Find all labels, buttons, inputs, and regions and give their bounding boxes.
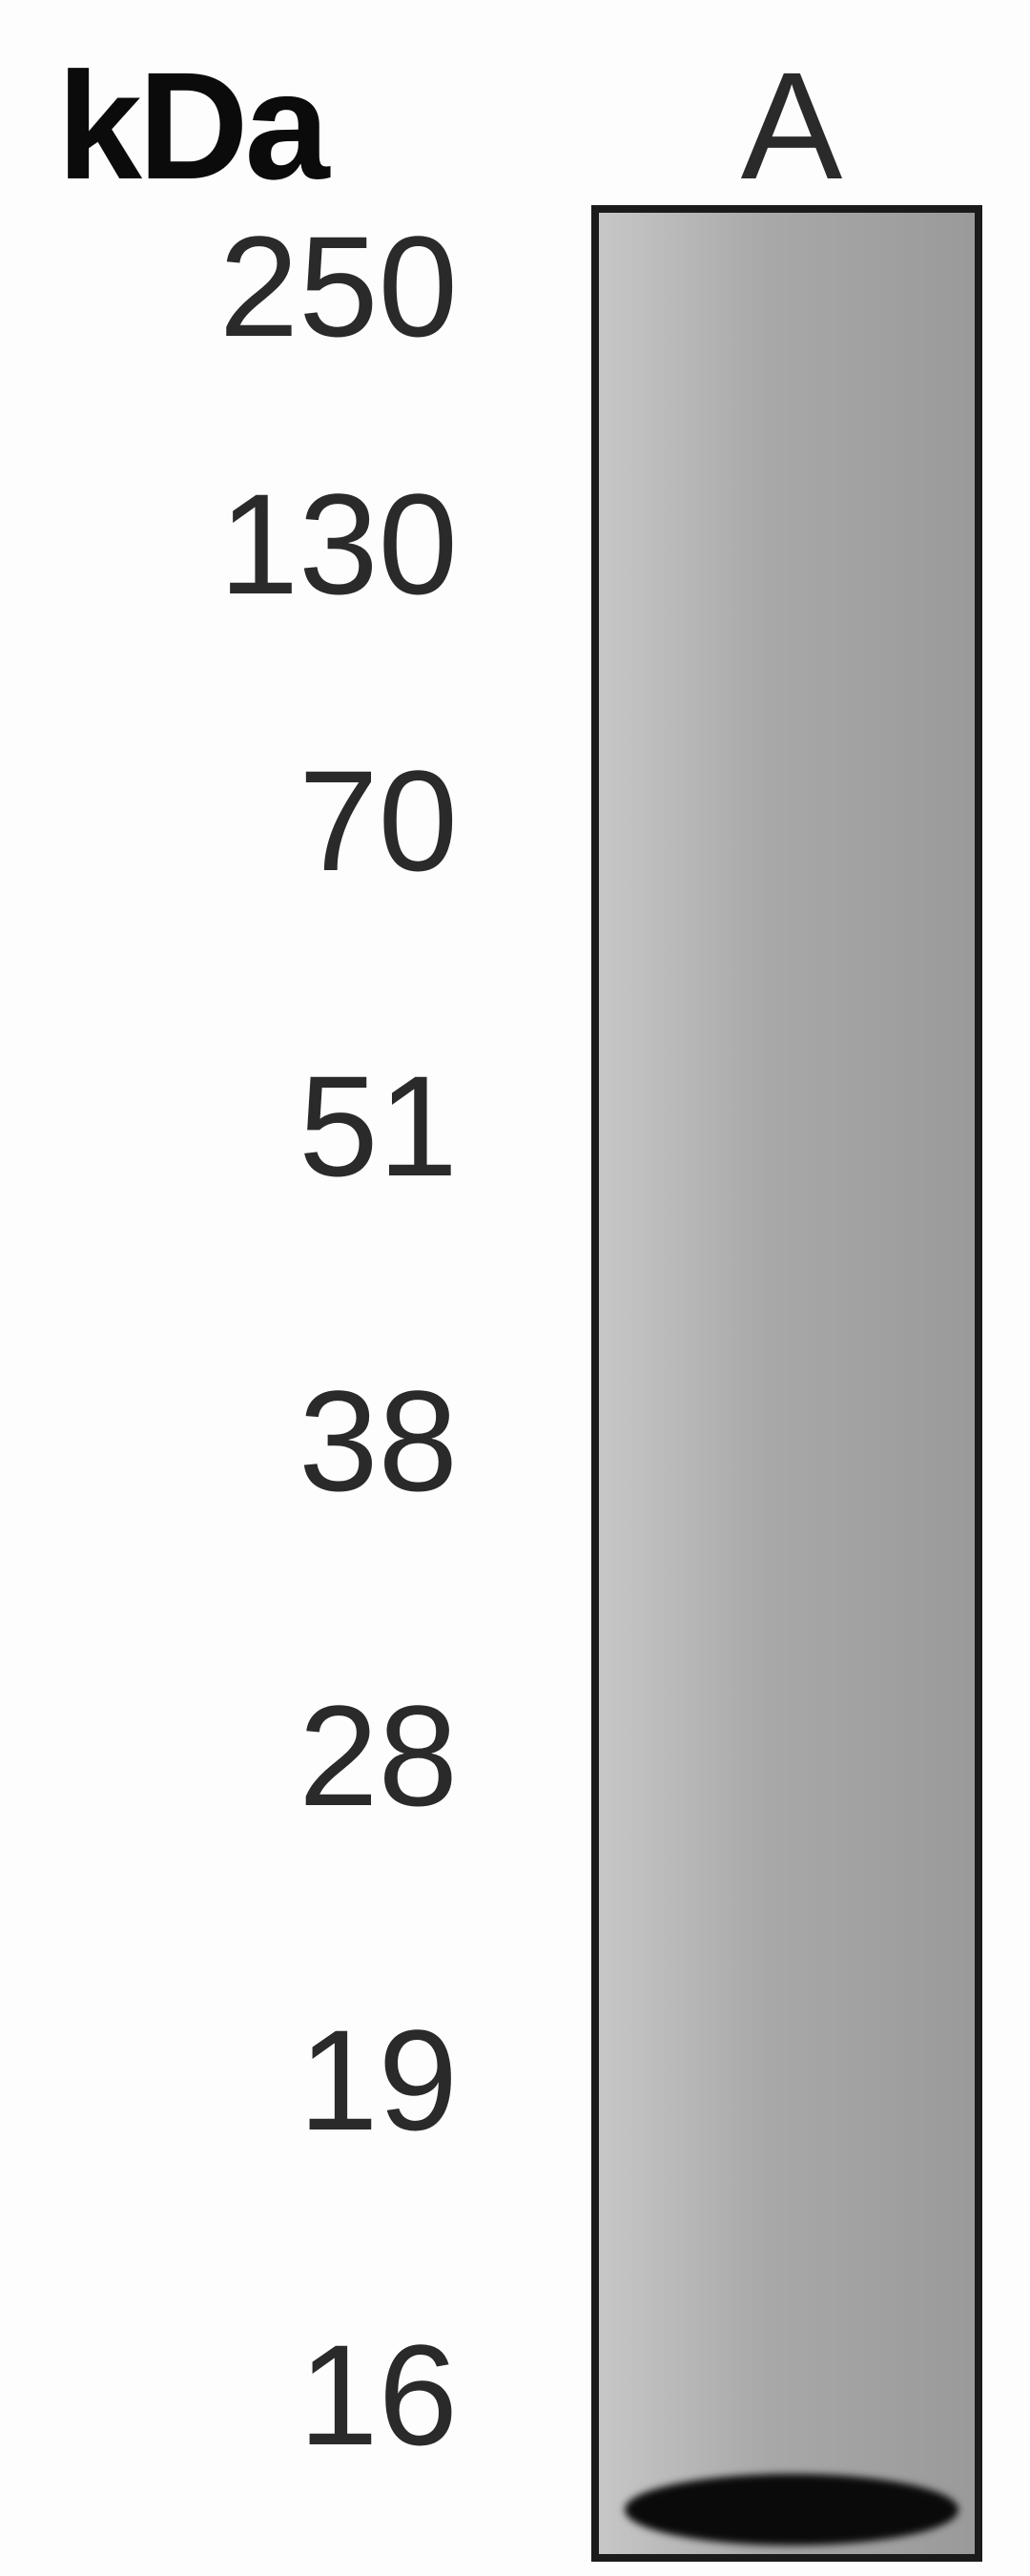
ladder-mark: 130 <box>38 472 458 615</box>
ladder-mark: 70 <box>38 749 458 892</box>
kda-axis-label: kDa <box>57 38 326 214</box>
ladder-mark: 51 <box>38 1054 458 1197</box>
ladder-mark: 19 <box>38 2008 458 2151</box>
ladder-mark: 28 <box>38 1684 458 1827</box>
ladder-mark: 38 <box>38 1369 458 1512</box>
lane-label: A <box>649 38 935 214</box>
ladder-mark: 16 <box>38 2323 458 2466</box>
lane-strip <box>591 205 982 2562</box>
ladder-mark: 250 <box>38 215 458 358</box>
blot-band <box>625 2474 958 2545</box>
western-blot-figure: kDa A 250 130 70 51 38 28 19 16 <box>0 0 1030 2576</box>
